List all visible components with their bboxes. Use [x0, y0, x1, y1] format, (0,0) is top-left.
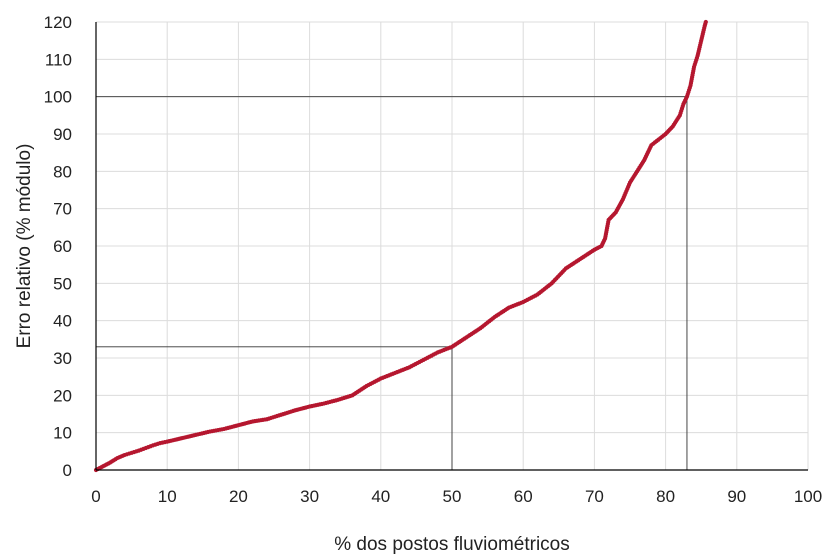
x-tick-label: 50 — [443, 487, 462, 506]
y-tick-label: 80 — [53, 162, 72, 181]
x-tick-label: 80 — [656, 487, 675, 506]
x-tick-label: 70 — [585, 487, 604, 506]
y-tick-label: 0 — [63, 461, 72, 480]
y-axis-title: Erro relativo (% módulo) — [14, 144, 35, 349]
y-tick-label: 10 — [53, 424, 72, 443]
x-tick-label: 100 — [794, 487, 822, 506]
y-tick-labels: 0 10 20 30 40 50 60 70 80 90 100 110 120 — [44, 13, 72, 480]
x-tick-label: 20 — [229, 487, 248, 506]
data-points — [93, 19, 708, 473]
data-point — [703, 19, 708, 25]
y-tick-label: 60 — [53, 237, 72, 256]
axes — [95, 22, 808, 471]
x-tick-label: 30 — [300, 487, 319, 506]
x-axis-title: % dos postos fluviométricos — [334, 534, 570, 555]
y-tick-label: 70 — [53, 200, 72, 219]
x-tick-labels: 0 10 20 30 40 50 60 70 80 90 100 — [91, 487, 822, 506]
x-tick-label: 40 — [371, 487, 390, 506]
y-tick-label: 120 — [44, 13, 72, 32]
y-tick-label: 110 — [45, 50, 72, 69]
y-tick-label: 30 — [53, 349, 72, 368]
y-tick-label: 50 — [53, 274, 72, 293]
x-tick-label: 0 — [91, 487, 100, 506]
x-tick-label: 10 — [158, 487, 177, 506]
y-tick-label: 40 — [53, 312, 72, 331]
y-tick-label: 100 — [44, 88, 72, 107]
reference-line-1 — [96, 346, 453, 470]
x-tick-label: 60 — [514, 487, 533, 506]
y-tick-label: 90 — [53, 125, 72, 144]
x-tick-label: 90 — [727, 487, 746, 506]
y-tick-label: 20 — [53, 386, 72, 405]
